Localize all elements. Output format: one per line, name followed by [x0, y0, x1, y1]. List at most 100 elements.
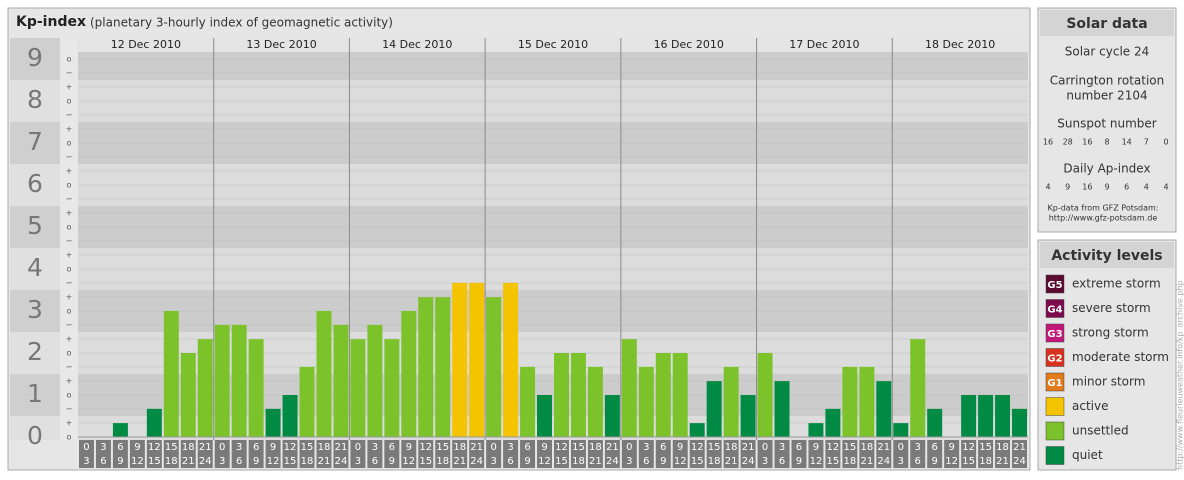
legend-label: minor storm — [1072, 375, 1145, 389]
bar — [689, 423, 705, 437]
source: Kp-data from GFZ Potsdam: — [1048, 204, 1159, 213]
sunspot-value: 8 — [1104, 138, 1109, 147]
y-tick-label: 7 — [27, 127, 43, 156]
legend-swatch — [1045, 348, 1065, 367]
hour-label: 15 — [555, 456, 568, 467]
minor-tick-label: o — [67, 265, 72, 274]
band — [10, 80, 60, 122]
minor-tick-label: + — [66, 335, 73, 344]
date-label: 16 Dec 2010 — [654, 38, 724, 51]
bar — [757, 353, 773, 437]
hour-label: 18 — [708, 456, 721, 467]
hour-label: 9 — [524, 456, 530, 467]
hour-label: 0 — [626, 442, 632, 453]
hour-label: 9 — [117, 456, 123, 467]
hour-box — [214, 440, 230, 468]
hour-label: 0 — [898, 442, 904, 453]
hour-box — [672, 440, 688, 468]
hour-box — [469, 440, 485, 468]
bar — [146, 408, 162, 437]
hour-label: 9 — [813, 442, 819, 453]
date-label: 14 Dec 2010 — [382, 38, 452, 51]
bar — [655, 353, 671, 437]
hour-box — [520, 440, 536, 468]
hour-label: 12 — [538, 456, 551, 467]
sunspot-value: 7 — [1144, 138, 1149, 147]
legend-swatch — [1045, 274, 1065, 294]
y-tick-label: 1 — [27, 379, 43, 408]
hour-box — [706, 440, 722, 468]
hour-box — [452, 440, 468, 468]
hour-label: 24 — [199, 456, 212, 467]
bar — [350, 339, 366, 437]
minor-tick-label: o — [67, 307, 72, 316]
source: http://www.gfz-potsdam.de — [1049, 214, 1158, 223]
hour-box — [893, 440, 909, 468]
ap-value: 9 — [1065, 183, 1070, 192]
hour-box — [859, 440, 875, 468]
solar-panel — [1037, 7, 1177, 233]
legend-swatch — [1045, 421, 1065, 441]
minor-tick-label: + — [66, 209, 73, 218]
hour-label: 3 — [915, 442, 921, 453]
legend-code: G4 — [1047, 305, 1062, 316]
hour-box — [265, 440, 281, 468]
hour-label: 12 — [810, 456, 823, 467]
hour-label: 12 — [402, 456, 415, 467]
hour-label: 24 — [1013, 456, 1026, 467]
hour-label: 6 — [253, 442, 259, 453]
date-label: 18 Dec 2010 — [925, 38, 995, 51]
hour-label: 9 — [270, 442, 276, 453]
hour-label: 0 — [490, 442, 496, 453]
hour-label: 9 — [406, 442, 412, 453]
hour-box — [282, 440, 298, 468]
hour-box — [333, 440, 349, 468]
hour-box — [876, 440, 892, 468]
minor-tick-label: − — [66, 111, 73, 120]
date-label: 13 Dec 2010 — [246, 38, 316, 51]
hour-box — [384, 440, 400, 468]
hour-label: 3 — [779, 442, 785, 453]
hour-box — [689, 440, 705, 468]
minor-tick-label: − — [66, 405, 73, 414]
legend-label: severe storm — [1072, 301, 1151, 315]
bar — [452, 282, 468, 437]
bar — [469, 282, 485, 437]
ap-value: 16 — [1082, 183, 1092, 192]
hour-box — [757, 440, 773, 468]
bar — [978, 395, 994, 437]
band — [10, 38, 60, 80]
hour-box — [927, 440, 943, 468]
sunspot-value: 28 — [1063, 138, 1073, 147]
hour-box — [554, 440, 569, 468]
y-tick-label: 6 — [27, 169, 43, 198]
hour-label: 3 — [372, 442, 378, 453]
hour-label: 6 — [507, 456, 513, 467]
bar — [893, 423, 909, 437]
ap-value: 4 — [1163, 183, 1168, 192]
bar — [723, 366, 739, 437]
hour-label: 6 — [117, 442, 123, 453]
sunspot-value: 0 — [1163, 138, 1168, 147]
bar — [401, 311, 417, 437]
hour-label: 12 — [945, 456, 958, 467]
bar — [825, 408, 841, 437]
hour-box — [961, 440, 977, 468]
y-tick-label: 4 — [27, 253, 43, 282]
hour-label: 15 — [572, 442, 585, 453]
hour-box — [503, 440, 519, 468]
hour-label: 12 — [419, 442, 432, 453]
hour-label: 3 — [100, 442, 106, 453]
hour-label: 18 — [436, 456, 449, 467]
hour-label: 3 — [490, 456, 496, 467]
hour-box — [367, 440, 383, 468]
hour-label: 9 — [541, 442, 547, 453]
hour-label: 18 — [182, 442, 195, 453]
hour-label: 15 — [165, 442, 178, 453]
hour-label: 6 — [779, 456, 785, 467]
hour-label: 0 — [219, 442, 225, 453]
band — [10, 416, 60, 440]
hour-label: 12 — [267, 456, 280, 467]
solar-cycle: Solar cycle 24 — [1065, 45, 1150, 59]
bar — [486, 297, 502, 437]
